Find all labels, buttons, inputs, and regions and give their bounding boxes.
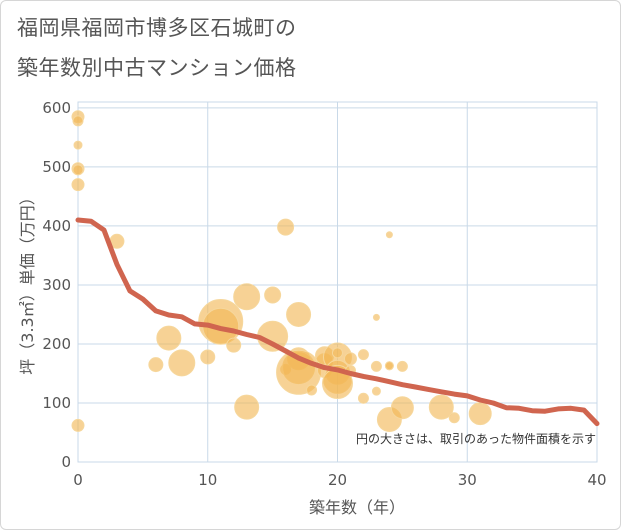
bubble-point xyxy=(264,286,282,304)
bubble-point xyxy=(72,115,84,127)
bubble-point xyxy=(372,313,380,321)
bubble-point xyxy=(72,164,84,176)
bubble-point xyxy=(448,412,460,424)
bubble-series xyxy=(71,110,492,433)
bubble-point xyxy=(156,325,182,351)
bubble-point xyxy=(233,283,261,311)
bubble-point xyxy=(277,218,295,236)
x-tick-label: 40 xyxy=(587,471,606,489)
bubble-point xyxy=(71,418,85,432)
bubble-point xyxy=(306,384,318,396)
bubble-point xyxy=(332,347,343,359)
bubble-point xyxy=(148,357,164,373)
y-axis-label: 坪（3.3㎡）単価（万円） xyxy=(18,189,37,374)
y-tick-label: 400 xyxy=(42,217,71,235)
y-tick-label: 0 xyxy=(61,453,71,471)
size-note: 円の大きさは、取引のあった物件面積を示す xyxy=(356,431,596,446)
bubble-point xyxy=(73,140,83,150)
bubble-point xyxy=(384,361,394,371)
y-tick-label: 300 xyxy=(42,276,71,294)
bubble-point xyxy=(396,360,408,372)
chart-title-line-2: 築年数別中古マンション価格 xyxy=(17,56,297,80)
bubble-point xyxy=(226,337,242,353)
bubble-point xyxy=(168,349,196,377)
bubble-point xyxy=(343,352,357,366)
x-axis-label: 築年数（年） xyxy=(309,498,405,517)
bubble-point xyxy=(234,394,260,420)
x-tick-label: 20 xyxy=(328,471,347,489)
bubble-point xyxy=(390,396,414,420)
bubble-point xyxy=(371,386,381,396)
axis-ticks: 0 100 200 300 400 500 600 0 10 20 30 40 xyxy=(42,99,606,489)
bubble-point xyxy=(468,402,492,426)
x-tick-label: 0 xyxy=(73,471,83,489)
bubble-point xyxy=(428,394,454,420)
bubble-point xyxy=(370,360,382,372)
bubble-point xyxy=(71,178,85,192)
grid xyxy=(77,101,598,463)
bubble-point xyxy=(357,349,369,361)
bubble-point xyxy=(385,231,393,239)
trend-line xyxy=(75,217,600,427)
chart-title-line-1: 福岡県福岡市博多区石城町の xyxy=(17,16,297,40)
x-tick-label: 10 xyxy=(198,471,217,489)
y-tick-label: 600 xyxy=(42,99,71,117)
bubble-point xyxy=(200,349,216,365)
y-tick-label: 100 xyxy=(42,394,71,412)
y-tick-label: 500 xyxy=(42,158,71,176)
bubble-point xyxy=(357,392,369,404)
y-tick-label: 200 xyxy=(42,335,71,353)
bubble-point xyxy=(286,301,312,327)
x-tick-label: 30 xyxy=(458,471,477,489)
